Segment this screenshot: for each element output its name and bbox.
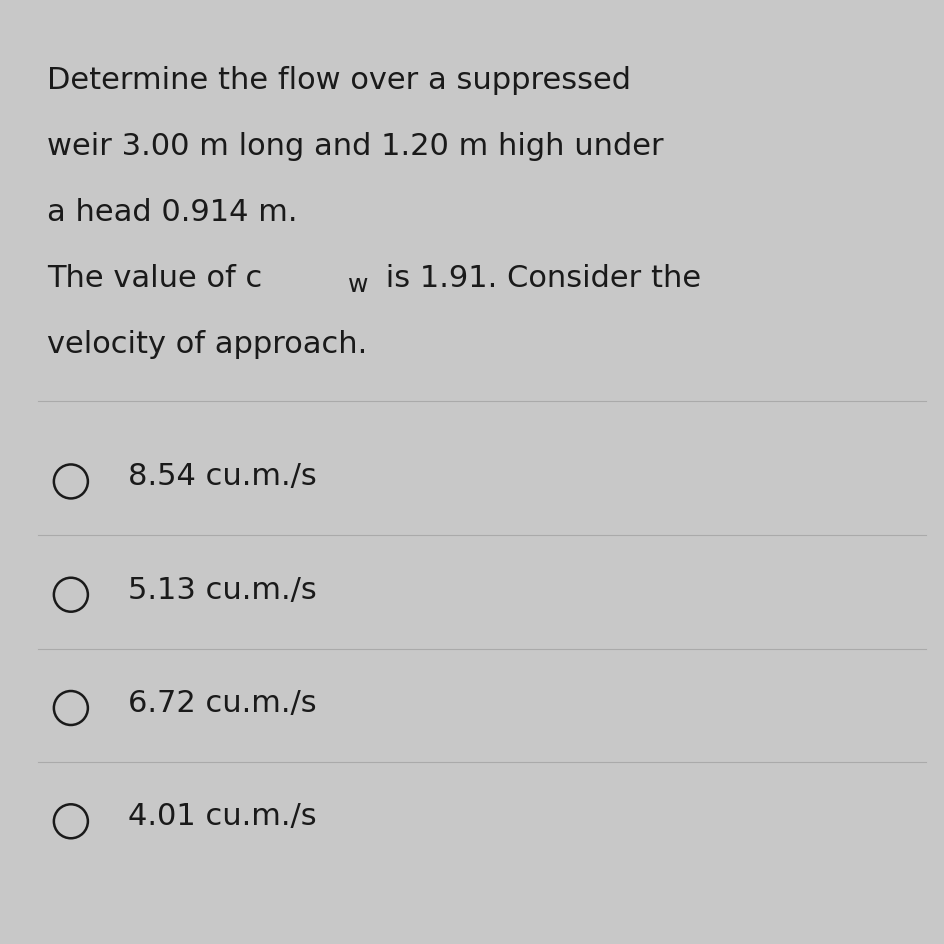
Text: a head 0.914 m.: a head 0.914 m.: [47, 198, 297, 228]
Text: 4.01 cu.m./s: 4.01 cu.m./s: [127, 802, 316, 831]
Text: 8.54 cu.m./s: 8.54 cu.m./s: [127, 463, 316, 491]
Text: 5.13 cu.m./s: 5.13 cu.m./s: [127, 576, 316, 604]
Text: Determine the flow over a suppressed: Determine the flow over a suppressed: [47, 66, 631, 95]
Text: weir 3.00 m long and 1.20 m high under: weir 3.00 m long and 1.20 m high under: [47, 132, 664, 161]
Text: w: w: [347, 273, 368, 296]
Text: The value of c: The value of c: [47, 264, 262, 294]
Text: velocity of approach.: velocity of approach.: [47, 330, 367, 360]
Text: is 1.91. Consider the: is 1.91. Consider the: [376, 264, 700, 294]
Text: 6.72 cu.m./s: 6.72 cu.m./s: [127, 689, 316, 717]
